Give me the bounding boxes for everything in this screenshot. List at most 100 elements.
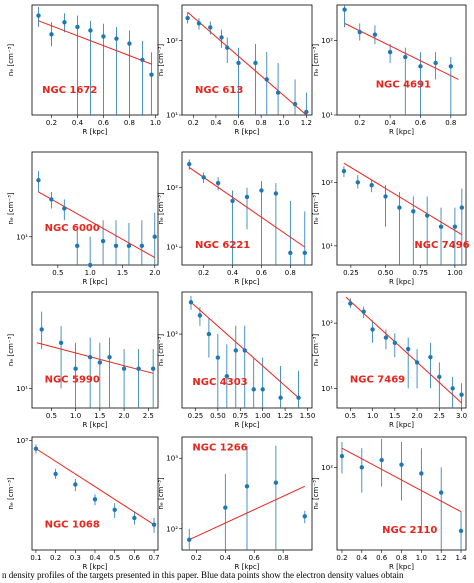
fit-line (187, 11, 307, 116)
data-point (188, 300, 194, 305)
x-axis-label: R [kpc] (235, 563, 260, 571)
x-tick-label: 0.25 (188, 412, 204, 420)
caption: n density profiles of the targets presen… (2, 570, 404, 580)
panel-title: NGC 4303 (192, 377, 247, 388)
data-point (264, 77, 269, 82)
data-point (253, 60, 258, 66)
x-tick-label: 0.75 (232, 412, 248, 420)
x-tick-label: 1.00 (447, 269, 463, 277)
data-point (459, 205, 465, 210)
data-point (92, 497, 98, 502)
x-tick-label: 0.50 (210, 412, 226, 420)
panel-title: NGC 1266 (192, 443, 247, 454)
fit-line (344, 22, 459, 80)
y-axis-label: nₑ [cm⁻³] (7, 334, 15, 366)
data-point (196, 21, 202, 26)
x-tick-label: 1.0 (85, 269, 96, 277)
data-point (357, 29, 362, 35)
panel-title: NGC 6000 (45, 223, 100, 234)
y-tick-label: 10² (321, 179, 333, 187)
data-point (140, 57, 145, 62)
x-axis-label: R [kpc] (389, 278, 414, 286)
y-tick-label: 10¹ (166, 244, 178, 252)
x-tick-label: 0.75 (412, 269, 428, 277)
panel-title: NGC 5990 (45, 374, 100, 385)
data-point (424, 213, 430, 218)
y-axis-label: nₑ [cm⁻³] (312, 477, 320, 509)
data-point (383, 194, 388, 199)
data-point (452, 224, 458, 229)
x-tick-label: 0.4 (220, 554, 232, 562)
data-point (236, 60, 241, 66)
data-point (304, 109, 309, 115)
data-point (201, 175, 206, 180)
data-point (379, 457, 384, 463)
x-axis-label: R [kpc] (389, 128, 414, 136)
data-point (392, 340, 398, 345)
x-tick-label: 1.00 (255, 412, 271, 420)
data-point (230, 198, 235, 204)
data-point (296, 395, 301, 400)
data-point (339, 453, 345, 459)
x-tick-label: 1.25 (277, 412, 293, 420)
data-point (348, 301, 353, 306)
x-tick-label: 0.3 (70, 554, 81, 562)
fit-line (35, 448, 155, 526)
data-point (114, 36, 119, 41)
data-point (75, 24, 80, 30)
data-point (127, 41, 132, 46)
data-point (341, 168, 347, 174)
data-point (288, 250, 293, 256)
x-tick-label: 0.8 (445, 119, 456, 127)
data-point (136, 366, 141, 371)
plot-frame (336, 151, 467, 266)
data-point (33, 446, 39, 451)
data-point (403, 54, 408, 60)
y-tick-label: 10¹ (16, 385, 28, 393)
y-tick-label: 10² (166, 37, 178, 45)
x-tick-label: 0.1 (30, 554, 41, 562)
x-axis-label: R [kpc] (83, 278, 108, 286)
y-tick-label: 10² (166, 525, 178, 533)
x-tick-label: 1.5 (389, 412, 400, 420)
y-tick-label: 10¹ (166, 112, 178, 120)
fit-line (38, 191, 156, 259)
x-tick-label: 1.0 (70, 412, 81, 420)
x-tick-label: 0.6 (129, 554, 141, 562)
data-point (187, 537, 192, 542)
data-point (97, 360, 103, 365)
data-point (53, 471, 58, 477)
data-point (132, 515, 137, 521)
data-point (39, 327, 44, 332)
data-point (75, 243, 80, 249)
data-point (437, 374, 442, 380)
data-point (139, 243, 145, 249)
data-point (273, 480, 279, 485)
panel-title: NGC 6221 (195, 240, 250, 251)
x-tick-label: 0.6 (233, 119, 245, 127)
x-tick-label: 0.8 (396, 554, 407, 562)
data-point (260, 387, 265, 392)
x-tick-label: 1.0 (278, 119, 289, 127)
y-axis-label: nₑ [cm⁻³] (157, 192, 165, 224)
data-point (292, 101, 298, 107)
data-point (107, 355, 112, 360)
x-tick-label: 1.0 (416, 554, 427, 562)
x-tick-label: 0.6 (98, 119, 110, 127)
x-tick-label: 0.5 (345, 412, 356, 420)
data-point (419, 471, 424, 476)
panel-title: NGC 2110 (382, 525, 437, 536)
x-tick-label: 0.8 (278, 554, 289, 562)
y-tick-label: 10¹ (321, 112, 333, 120)
data-point (355, 180, 361, 185)
x-tick-label: 2.0 (149, 269, 160, 277)
data-point (113, 243, 119, 249)
fit-line (188, 167, 306, 248)
panel-title: NGC 1068 (45, 519, 100, 530)
x-tick-label: 0.2 (191, 554, 202, 562)
data-point (73, 366, 78, 371)
x-tick-label: 0.7 (148, 554, 159, 562)
data-point (215, 180, 221, 186)
y-tick-label: 10² (166, 331, 178, 339)
